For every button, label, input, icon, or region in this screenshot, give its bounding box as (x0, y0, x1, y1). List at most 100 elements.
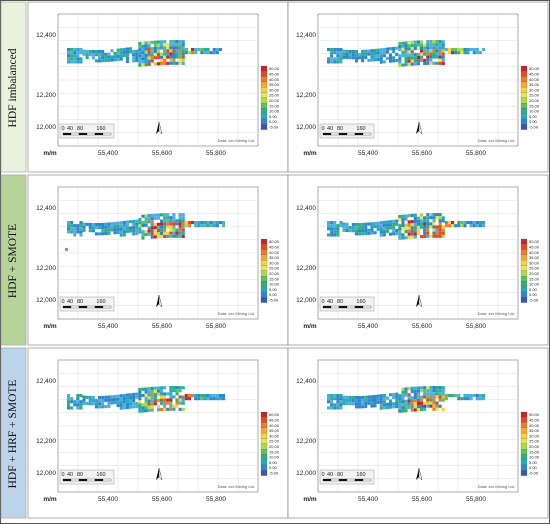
heatmap-cell (156, 392, 160, 396)
heatmap-cell (379, 51, 383, 55)
heatmap-cell (135, 405, 139, 409)
heatmap-cell (144, 387, 148, 391)
scale-bar-segment (102, 305, 112, 309)
heatmap-cell (413, 229, 417, 233)
heatmap-cell (416, 40, 420, 44)
heatmap-cell (73, 230, 77, 234)
heatmap-cell (206, 51, 210, 55)
heatmap-cell (361, 49, 365, 53)
heatmap-cell (426, 225, 430, 229)
scale-bar: 0 40 80 160 (59, 296, 115, 312)
heatmap-cell (354, 396, 358, 400)
scale-bar-label: 80 (337, 126, 343, 132)
heatmap-cell (215, 397, 219, 401)
heatmap-cell (153, 62, 157, 66)
heatmap-cell (395, 52, 399, 56)
credit-text: Data: xxx Mining Ltd. (478, 138, 515, 143)
heatmap-cell (98, 399, 102, 403)
heatmap-cell (389, 56, 393, 60)
scale-bar-label: 160 (96, 126, 105, 132)
heatmap-cell (166, 61, 170, 65)
heatmap-cell (147, 44, 151, 48)
heatmap-cell (416, 392, 420, 396)
heatmap-cell (178, 389, 182, 393)
heatmap-cell (472, 221, 476, 225)
heatmap-cell (410, 235, 414, 239)
legend-swatch (520, 464, 528, 471)
heatmap-cell (147, 405, 151, 409)
heatmap-cell (79, 406, 83, 410)
heatmap-cell (169, 231, 173, 235)
heatmap-cell (172, 228, 176, 232)
heatmap-cell (413, 53, 417, 57)
heatmap-cell (222, 224, 226, 228)
legend-value: 20.00 (529, 98, 540, 103)
heatmap-cell (373, 231, 377, 235)
heatmap-cell (447, 221, 451, 225)
heatmap-cell (76, 54, 80, 58)
credit-text: Data: xxx Mining Ltd. (218, 484, 255, 489)
heatmap-cell (172, 222, 176, 226)
heatmap-cell (119, 397, 123, 401)
scale-bar-segment (354, 132, 364, 136)
heatmap-cell (94, 402, 98, 406)
heatmap-cell (358, 223, 362, 227)
heatmap-cell (432, 404, 436, 408)
heatmap-cell (413, 56, 417, 60)
heatmap-cell (169, 58, 173, 62)
heatmap-cell (385, 220, 389, 224)
scale-bar-segment (338, 478, 348, 482)
heatmap-cell (364, 222, 368, 226)
heatmap-cell (426, 43, 430, 47)
heatmap-cell (98, 59, 102, 63)
heatmap-cell (423, 52, 427, 56)
heatmap-cell (104, 232, 108, 236)
north-arrow-left (156, 122, 159, 134)
heatmap-cell (435, 52, 439, 56)
heatmap-cell (163, 234, 167, 238)
scale-bar-segment (70, 478, 80, 482)
heatmap-cell (156, 62, 160, 66)
row-label-strip: HDF imbalanced (0, 1, 27, 173)
heatmap-cell (348, 229, 352, 233)
heatmap-cell (413, 232, 417, 236)
heatmap-cell (144, 63, 148, 67)
heatmap-cell (94, 405, 98, 409)
heatmap-cell (401, 227, 405, 231)
x-tick-label: 55,800 (206, 496, 226, 503)
heatmap-cell (181, 231, 185, 235)
heatmap-cell (398, 218, 402, 222)
heatmap-cell (358, 405, 362, 409)
heatmap-cell (116, 224, 120, 228)
heatmap-cell (175, 401, 179, 405)
legend-value: 30.00 (269, 260, 280, 265)
heatmap-cell (181, 225, 185, 229)
heatmap-cell (147, 229, 151, 233)
heatmap-cell (153, 40, 157, 44)
legend-value: 35.00 (269, 428, 280, 433)
legend-value: 30.00 (269, 87, 280, 92)
heatmap-cell (345, 229, 349, 233)
heatmap-cell (330, 397, 334, 401)
heatmap-cell (416, 398, 420, 402)
heatmap-cell (166, 234, 170, 238)
heatmap-cell (178, 228, 182, 232)
legend-value: 0.00 (529, 119, 538, 124)
heatmap-cell (432, 401, 436, 405)
north-arrow-icon (416, 121, 423, 135)
scale-bar-segment (70, 305, 80, 309)
heatmap-cell (342, 395, 346, 399)
heatmap-cell (407, 387, 411, 391)
heatmap-cell (104, 405, 108, 409)
heatmap-cell (153, 402, 157, 406)
heatmap-cell (382, 54, 386, 58)
heatmap-cell (382, 233, 386, 237)
heatmap-cell (469, 48, 473, 52)
heatmap-cell (407, 214, 411, 218)
heatmap-cell (122, 400, 126, 404)
heatmap-cell (67, 54, 71, 58)
heatmap-cell (416, 389, 420, 393)
legend-swatch (260, 265, 268, 271)
heatmap-cell (163, 222, 167, 226)
heatmap-cell (156, 222, 160, 226)
